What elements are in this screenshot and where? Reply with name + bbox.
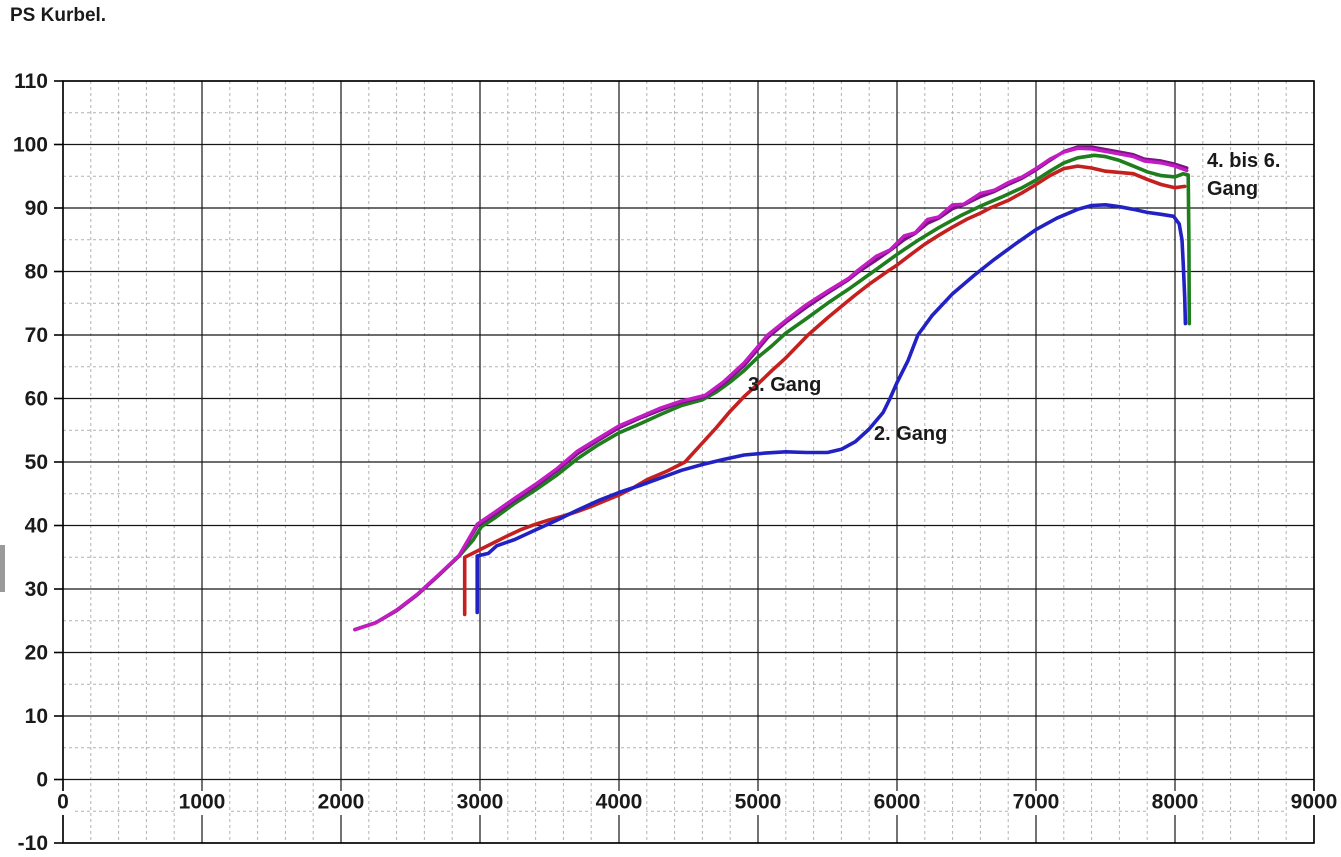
x-axis-label: 8000 (1152, 791, 1199, 814)
x-axis-label-backing (314, 791, 368, 815)
y-axis-label: 40 (25, 515, 48, 538)
x-axis-label-backing (731, 791, 785, 815)
y-axis-label: 10 (25, 705, 48, 728)
x-axis-label-backing (1009, 791, 1063, 815)
series-label-2-gang: 2. Gang (874, 423, 948, 445)
x-axis-label: 2000 (318, 791, 365, 814)
series-label-4-6-gang-line1: 4. bis 6. (1207, 150, 1281, 172)
x-axis-label-backing (1148, 791, 1202, 815)
x-axis-label-backing (1287, 791, 1341, 815)
x-axis-label-backing (453, 791, 507, 815)
x-axis-label-backing (175, 791, 229, 815)
curve-3-gang (462, 164, 1187, 617)
series-label-4-6-gang-line2: Gang (1207, 178, 1259, 200)
y-axis-label: 60 (25, 388, 48, 411)
x-axis-label: 7000 (1013, 791, 1060, 814)
y-axis-label: -10 (18, 832, 48, 855)
x-axis-label-backing (592, 791, 646, 815)
x-axis-label: 1000 (179, 791, 226, 814)
curve-4-gang (353, 153, 1192, 632)
x-axis-label-backing (54, 791, 72, 815)
y-axis-label: 30 (25, 578, 48, 601)
chart-title: PS Kurbel. (10, 5, 107, 26)
curve-5-gang (353, 146, 1189, 632)
y-axis-label: 90 (25, 197, 48, 220)
x-axis-label: 6000 (874, 791, 921, 814)
y-axis-label: 80 (25, 261, 48, 284)
y-axis-label: 50 (25, 451, 48, 474)
x-axis-label: 4000 (596, 791, 643, 814)
y-axis-label: 0 (36, 769, 48, 792)
series-label-3-gang: 3. Gang (748, 374, 822, 396)
curve-2-gang (475, 203, 1188, 615)
x-axis-label: 5000 (735, 791, 782, 814)
left-edge-artifact (0, 545, 5, 592)
y-axis-label: 100 (13, 134, 48, 157)
y-axis-label: 110 (14, 70, 48, 93)
series-label-4-6-gang: 4. bis 6. Gang (1207, 147, 1280, 203)
x-axis-label: 9000 (1291, 791, 1338, 814)
x-axis-label: 0 (57, 791, 69, 814)
y-axis-label: 70 (25, 324, 48, 347)
x-axis-label: 3000 (457, 791, 504, 814)
x-axis-label-backing (870, 791, 924, 815)
y-axis-label: 20 (25, 642, 48, 665)
